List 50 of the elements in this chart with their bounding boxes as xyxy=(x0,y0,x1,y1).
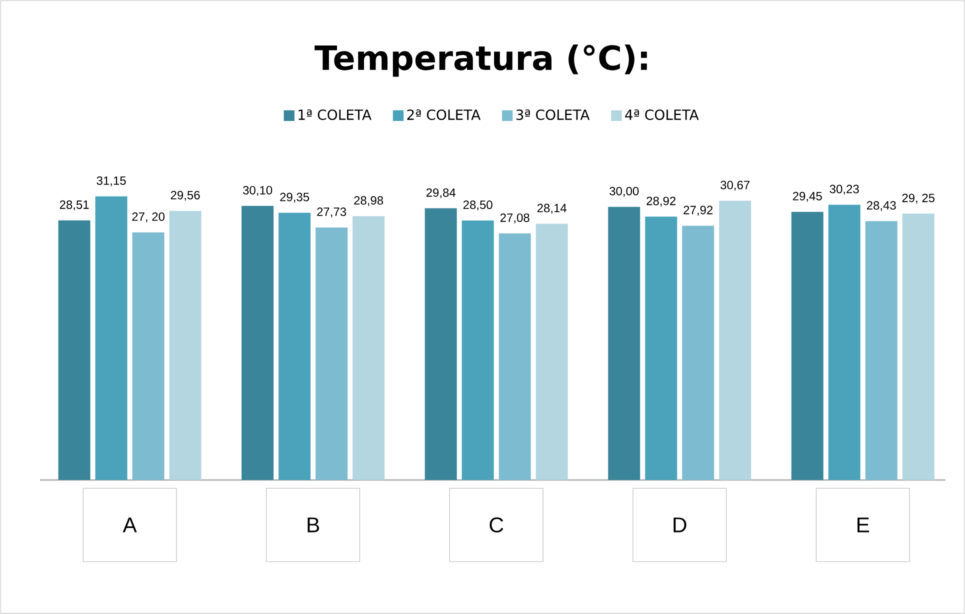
bar xyxy=(424,208,457,480)
data-label: 27,73 xyxy=(317,208,346,218)
data-label: 27,92 xyxy=(684,206,713,216)
legend-label: 4ª COLETA xyxy=(625,109,699,120)
data-label: 31,15 xyxy=(96,176,126,186)
data-label: 30,23 xyxy=(830,184,859,195)
bar xyxy=(536,224,568,480)
legend-label: 1ª COLETA xyxy=(298,109,372,120)
bar xyxy=(719,200,752,480)
bar xyxy=(242,206,274,480)
data-label: 28,50 xyxy=(463,200,492,210)
data-label: 28,14 xyxy=(537,204,566,214)
x-tick-label: E xyxy=(858,518,870,532)
bar xyxy=(645,216,678,480)
bar xyxy=(902,214,934,480)
data-label: 28,51 xyxy=(60,200,89,210)
bar xyxy=(498,233,531,480)
bar xyxy=(608,206,640,480)
data-label: 30,10 xyxy=(243,186,272,196)
data-label: 29,56 xyxy=(170,190,200,201)
data-label: 30,00 xyxy=(610,186,639,197)
bar xyxy=(352,216,385,480)
x-tick-label: D xyxy=(674,518,686,532)
bar xyxy=(278,212,311,480)
bar xyxy=(95,196,128,480)
data-label: 29,35 xyxy=(280,192,310,203)
data-label: 29, 25 xyxy=(902,194,935,204)
x-tick-label: A xyxy=(122,518,137,532)
legend-label: 3ª COLETA xyxy=(516,109,590,120)
data-label: 28,98 xyxy=(354,196,384,206)
bar xyxy=(828,204,860,480)
x-tick-label: B xyxy=(308,518,320,532)
bar xyxy=(132,232,164,480)
chart-title: Temperatura (°C): xyxy=(314,44,647,77)
data-label: 28,43 xyxy=(866,201,896,212)
bar xyxy=(58,220,90,480)
data-label: 27,08 xyxy=(500,213,530,224)
bar xyxy=(791,212,824,480)
bar xyxy=(682,226,714,480)
data-label: 30,67 xyxy=(720,180,750,191)
legend-label: 2ª COLETA xyxy=(407,109,481,120)
x-tick-label: C xyxy=(490,517,504,532)
data-label: 28,92 xyxy=(646,196,676,207)
data-label: 27, 20 xyxy=(132,212,165,222)
data-label: 29,84 xyxy=(426,188,456,198)
bar xyxy=(462,220,494,480)
bar xyxy=(865,221,898,480)
data-label: 29,45 xyxy=(792,192,822,202)
bar xyxy=(316,227,348,480)
bar xyxy=(169,210,202,480)
